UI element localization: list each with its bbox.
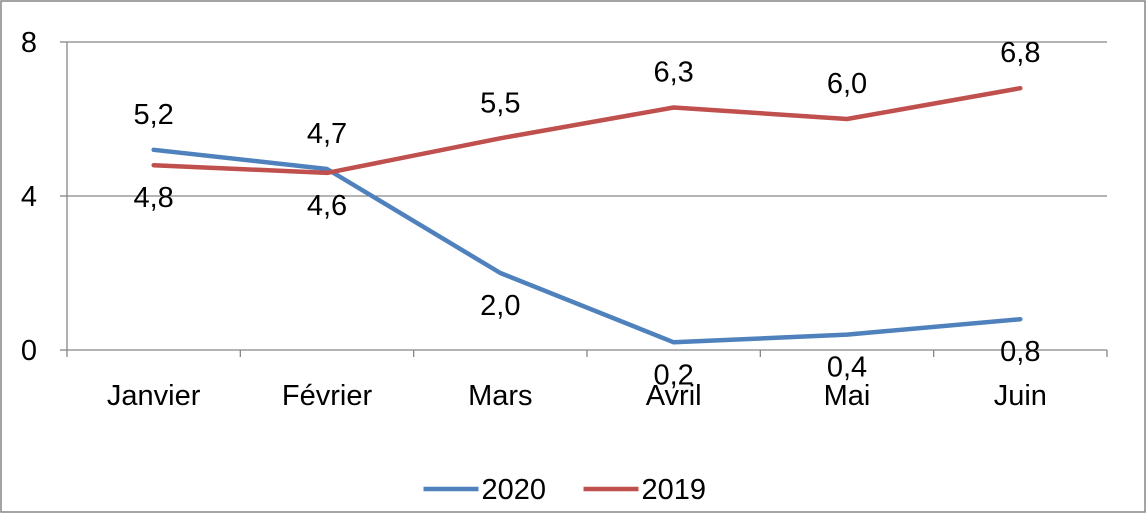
x-tick-label: Février: [282, 380, 373, 412]
data-label-2019: 6,3: [654, 56, 694, 88]
data-label-2019: 4,6: [307, 190, 347, 222]
series-line-2020: [151, 147, 1023, 345]
y-tick-label: 8: [21, 27, 37, 59]
data-label-2019: 6,8: [1000, 37, 1040, 69]
series-line-2019: [151, 85, 1023, 176]
y-tick-label: 0: [21, 335, 37, 367]
x-tick-label: Mai: [824, 380, 871, 412]
x-tick-label: Mars: [468, 380, 532, 412]
data-label-2020: 0,8: [1000, 336, 1040, 368]
data-label-2020: 0,2: [654, 359, 694, 391]
data-label-2020: 4,7: [307, 118, 347, 150]
data-label-2020: 2,0: [480, 290, 520, 322]
x-tick-label: Avril: [646, 380, 702, 412]
x-tick-label: Juin: [994, 380, 1047, 412]
y-tick-label: 4: [21, 181, 37, 213]
legend-label-2019: 2019: [642, 474, 707, 506]
data-label-2019: 4,8: [134, 182, 174, 214]
data-label-2020: 5,2: [134, 99, 174, 131]
legend-label-2020: 2020: [482, 474, 547, 506]
data-label-2019: 5,5: [480, 87, 520, 119]
data-label-2019: 6,0: [827, 68, 867, 100]
x-tick-label: Janvier: [107, 380, 201, 412]
data-label-2020: 0,4: [827, 352, 867, 384]
